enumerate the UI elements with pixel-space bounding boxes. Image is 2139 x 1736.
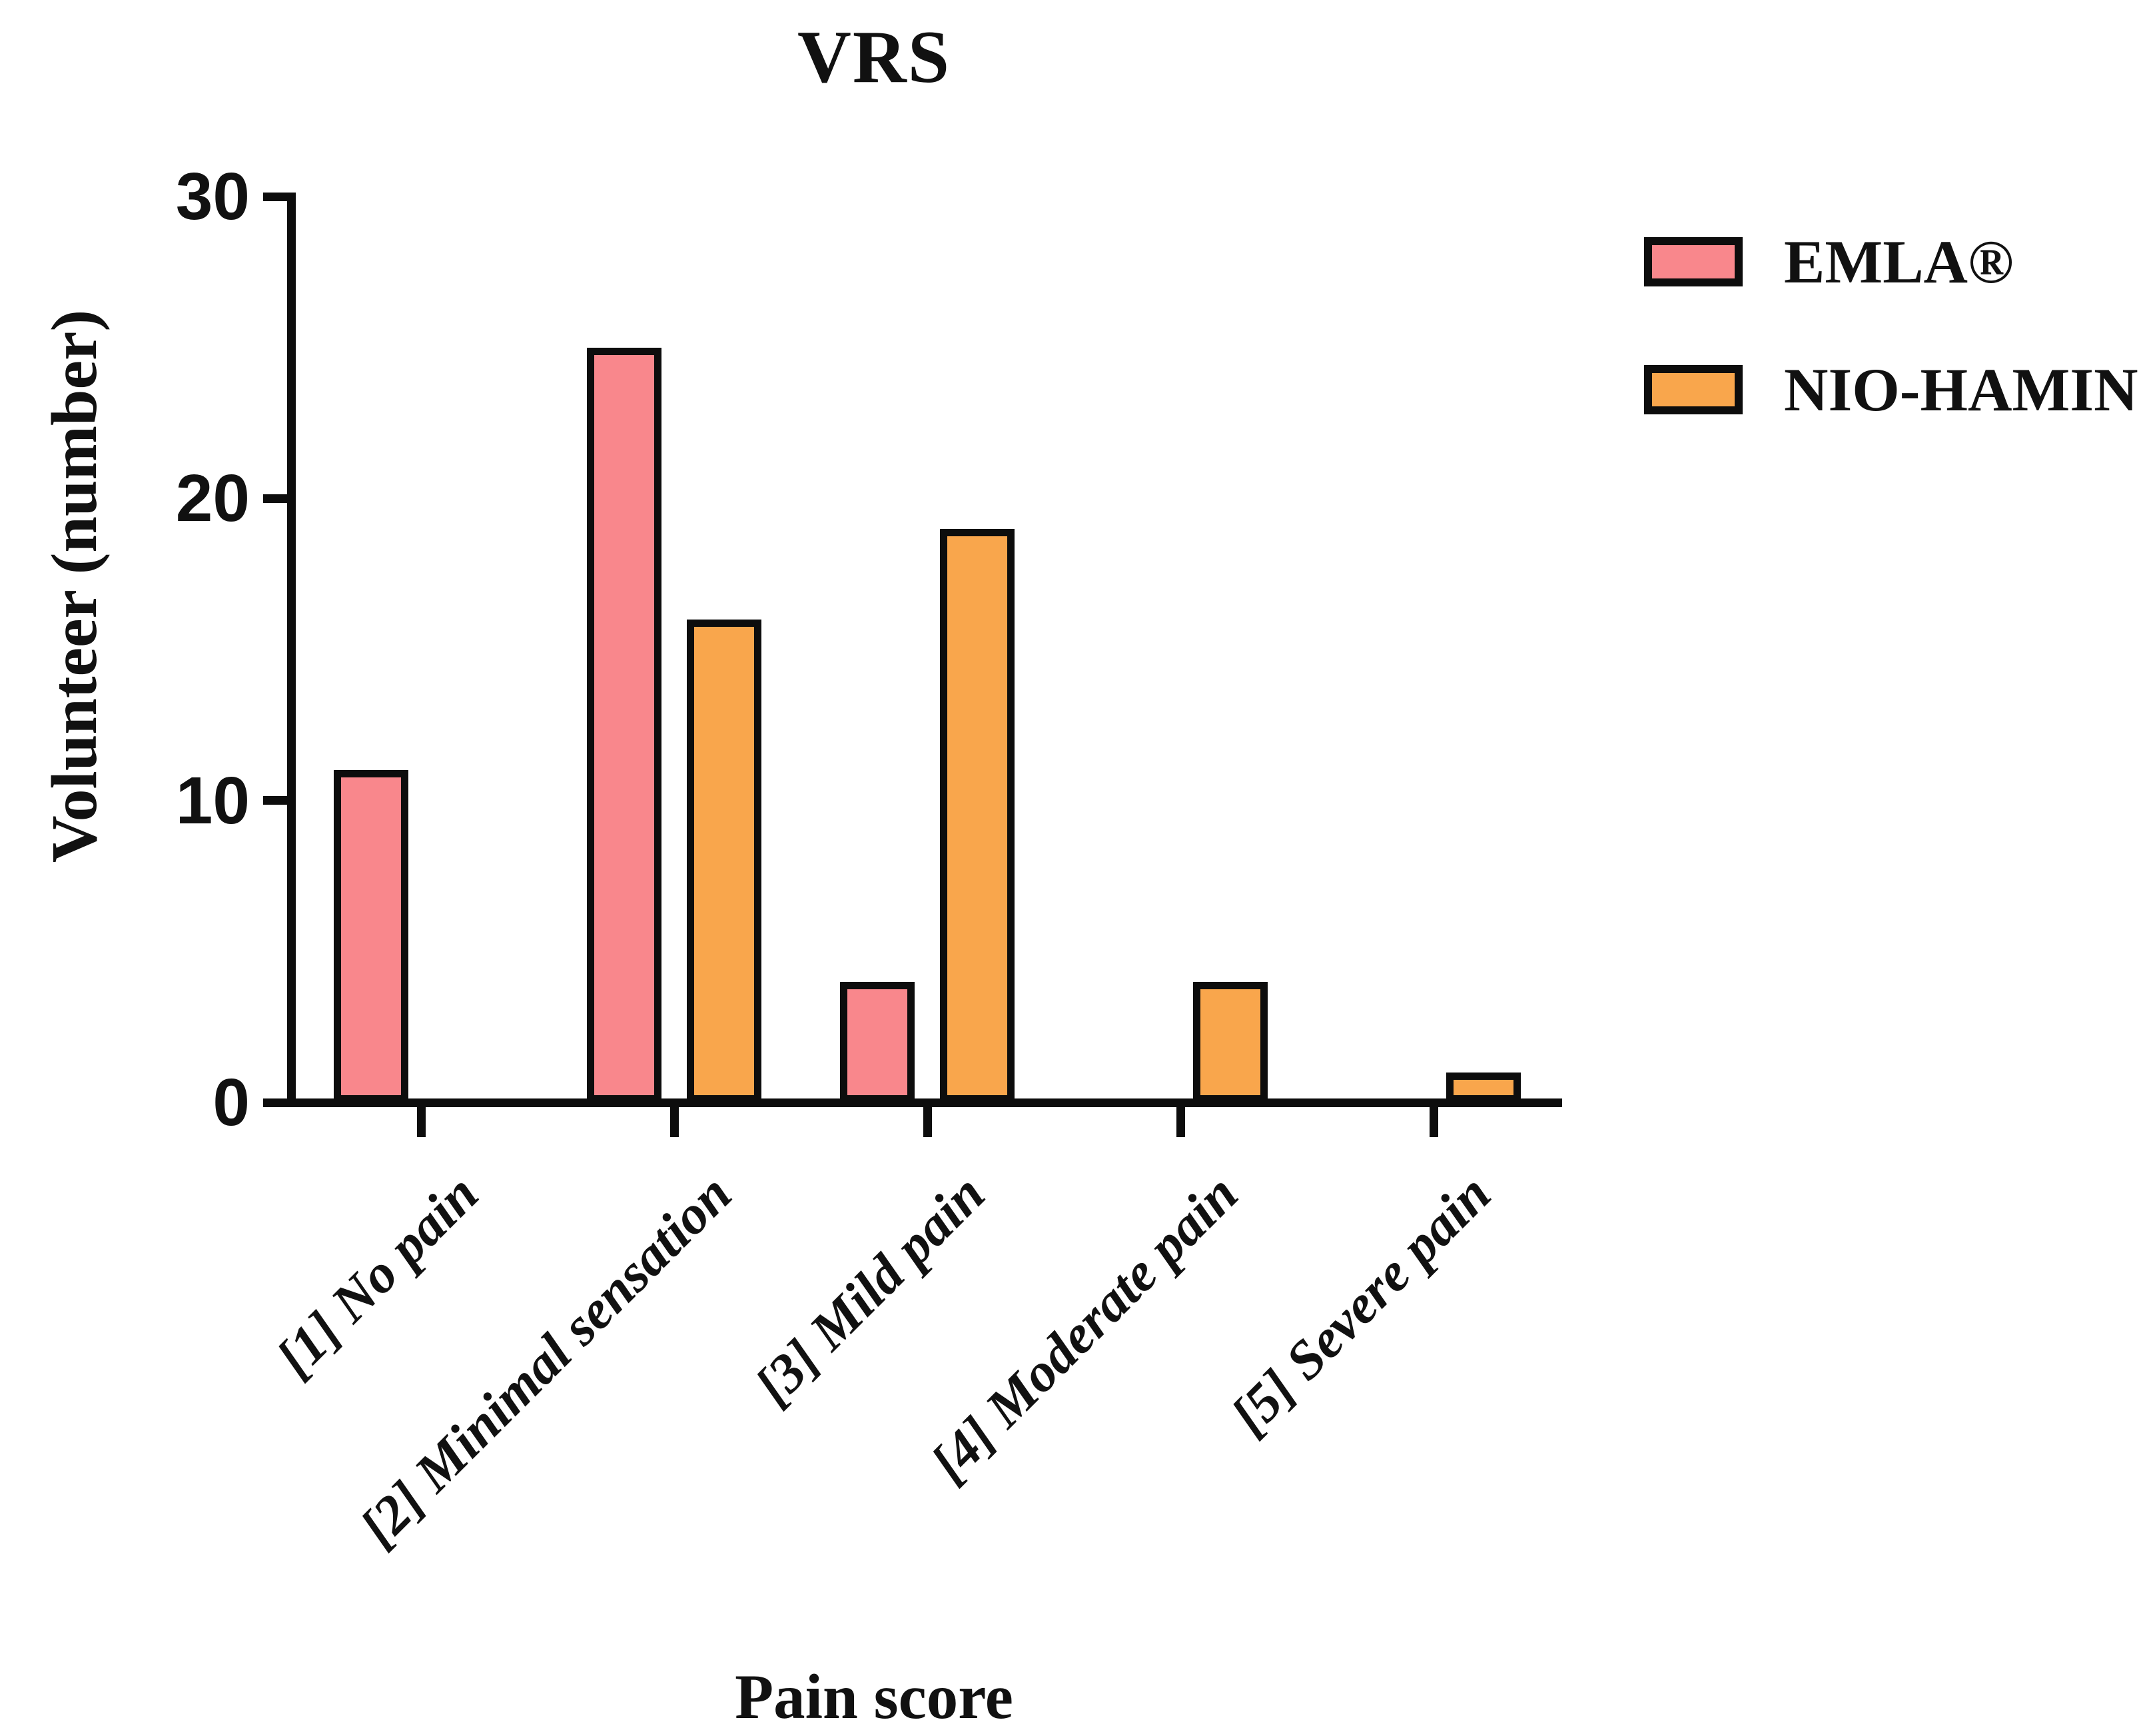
y-tick <box>262 494 287 503</box>
y-axis-line <box>286 192 296 1107</box>
legend-item-nio-hamin: NIO-HAMIN <box>1644 354 2138 425</box>
y-tick-label: 0 <box>213 1065 250 1140</box>
legend-label-emla: EMLA® <box>1784 228 2014 296</box>
bar-nio-hamin-4 <box>1193 981 1268 1102</box>
bar-nio-hamin-2 <box>687 619 761 1102</box>
x-category-label: [5] Severe pain <box>1219 1162 1503 1446</box>
y-tick-label: 20 <box>175 461 250 536</box>
bar-emla-3 <box>840 981 915 1102</box>
x-tick <box>669 1106 679 1137</box>
bar-emla-1 <box>334 770 408 1102</box>
legend-swatch-nio-hamin <box>1644 365 1743 414</box>
y-tick <box>262 1098 287 1107</box>
legend-swatch-emla <box>1644 237 1743 286</box>
bar-emla-2 <box>587 347 661 1102</box>
y-tick-label: 10 <box>175 763 250 838</box>
bar-nio-hamin-5 <box>1446 1072 1521 1102</box>
x-tick <box>416 1106 426 1137</box>
x-tick <box>1176 1106 1185 1137</box>
y-tick <box>262 192 287 201</box>
chart-title: VRS <box>797 16 951 99</box>
x-axis-line <box>286 1098 1562 1107</box>
legend-label-nio-hamin: NIO-HAMIN <box>1784 356 2138 424</box>
x-tick <box>1429 1106 1438 1137</box>
bar-nio-hamin-3 <box>940 528 1015 1102</box>
y-tick <box>262 796 287 805</box>
x-axis-label: Pain score <box>735 1661 1013 1732</box>
legend: EMLA® NIO-HAMIN <box>1644 226 2138 482</box>
x-category-label: [3] Mild pain <box>742 1162 997 1416</box>
legend-item-emla: EMLA® <box>1644 226 2138 297</box>
x-tick <box>923 1106 932 1137</box>
y-tick-label: 30 <box>175 159 250 234</box>
x-category-label: [1] No pain <box>264 1162 490 1388</box>
